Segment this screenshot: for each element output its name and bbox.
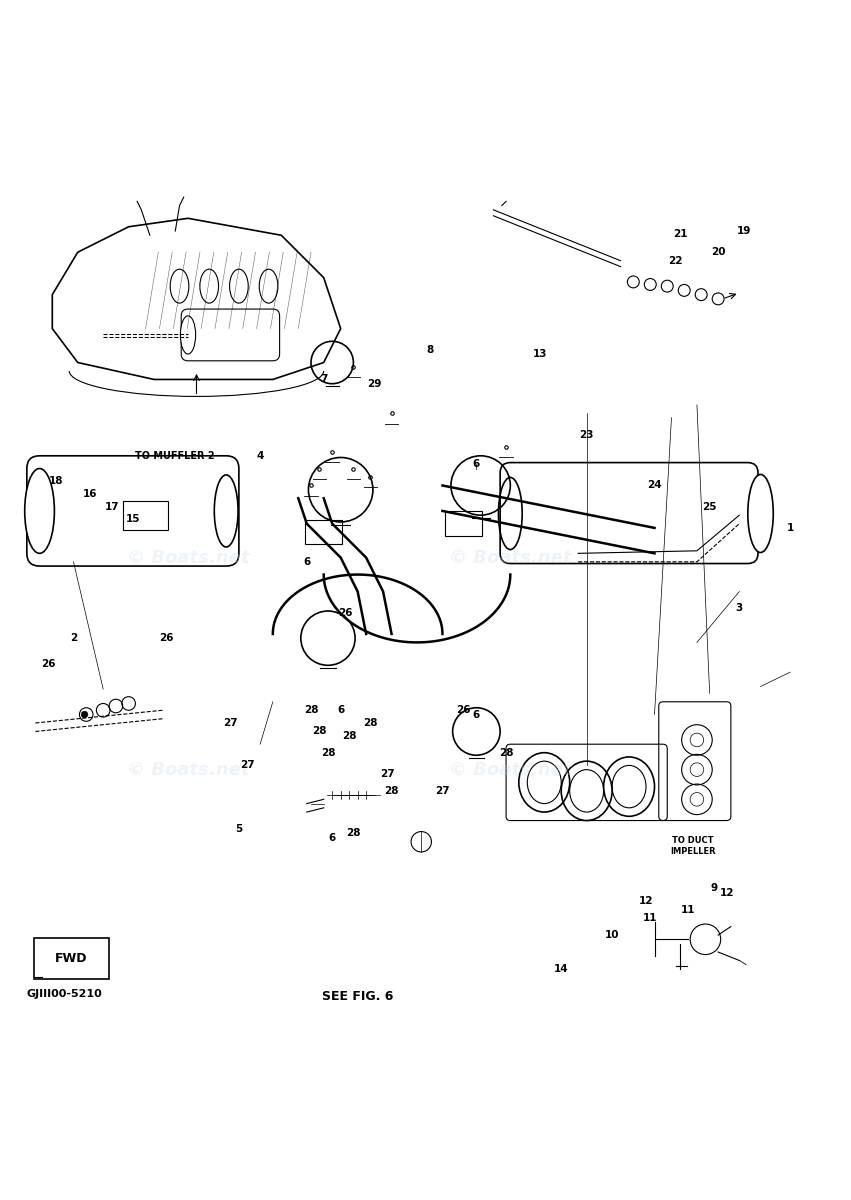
Text: 6: 6 (303, 557, 311, 566)
Text: 16: 16 (83, 488, 98, 499)
Text: 28: 28 (304, 706, 318, 715)
Text: 17: 17 (105, 502, 119, 511)
Text: 24: 24 (648, 480, 662, 491)
Text: 15: 15 (126, 515, 140, 524)
Text: 27: 27 (435, 786, 450, 796)
Text: © Boats.net: © Boats.net (127, 761, 249, 779)
Text: 20: 20 (711, 247, 725, 257)
Ellipse shape (748, 474, 774, 552)
Text: 14: 14 (554, 964, 568, 974)
Text: 27: 27 (240, 761, 254, 770)
Text: GJIII00-5210: GJIII00-5210 (27, 989, 103, 998)
Text: 29: 29 (368, 379, 382, 389)
Text: 12: 12 (719, 888, 734, 898)
Text: 21: 21 (673, 228, 688, 239)
Text: 28: 28 (363, 718, 378, 728)
Text: 28: 28 (312, 726, 327, 737)
Text: © Boats.net: © Boats.net (449, 761, 572, 779)
Text: 26: 26 (41, 659, 55, 668)
Text: © Boats.net: © Boats.net (127, 548, 249, 566)
Text: © Boats.net: © Boats.net (449, 548, 572, 566)
Text: 23: 23 (580, 430, 594, 439)
Text: TO DUCT
IMPELLER: TO DUCT IMPELLER (670, 836, 716, 856)
Text: 5: 5 (235, 824, 243, 834)
Text: 19: 19 (736, 226, 751, 236)
Text: 28: 28 (346, 828, 361, 839)
Text: SEE FIG. 6: SEE FIG. 6 (322, 990, 393, 1003)
Text: 26: 26 (456, 706, 471, 715)
Text: 7: 7 (320, 374, 328, 384)
Text: 11: 11 (643, 913, 658, 923)
Text: 3: 3 (736, 604, 743, 613)
Text: 28: 28 (499, 748, 513, 757)
Text: FWD: FWD (54, 953, 87, 965)
Text: 12: 12 (639, 896, 654, 906)
Text: 4: 4 (256, 451, 264, 461)
Text: 6: 6 (473, 460, 480, 469)
Text: 1: 1 (786, 523, 794, 533)
Text: 9: 9 (711, 883, 717, 893)
Text: 27: 27 (223, 718, 237, 728)
Text: 6: 6 (328, 833, 336, 842)
Text: 27: 27 (380, 769, 395, 779)
Ellipse shape (180, 316, 196, 354)
Text: 18: 18 (49, 476, 64, 486)
Text: 28: 28 (342, 731, 357, 740)
Text: 11: 11 (681, 905, 696, 914)
Text: 6: 6 (473, 709, 480, 720)
Text: 22: 22 (669, 256, 683, 265)
Text: 28: 28 (321, 748, 335, 757)
Ellipse shape (25, 468, 54, 553)
Text: 6: 6 (337, 706, 345, 715)
Text: 10: 10 (605, 930, 620, 940)
Circle shape (81, 712, 88, 718)
Text: TO MUFFLER 2: TO MUFFLER 2 (135, 451, 215, 461)
Text: 2: 2 (70, 634, 77, 643)
Text: 8: 8 (426, 344, 433, 355)
Text: 28: 28 (385, 786, 399, 796)
Text: 26: 26 (159, 634, 174, 643)
Text: 25: 25 (702, 502, 717, 511)
Text: 26: 26 (338, 607, 352, 618)
Text: 13: 13 (533, 349, 547, 359)
